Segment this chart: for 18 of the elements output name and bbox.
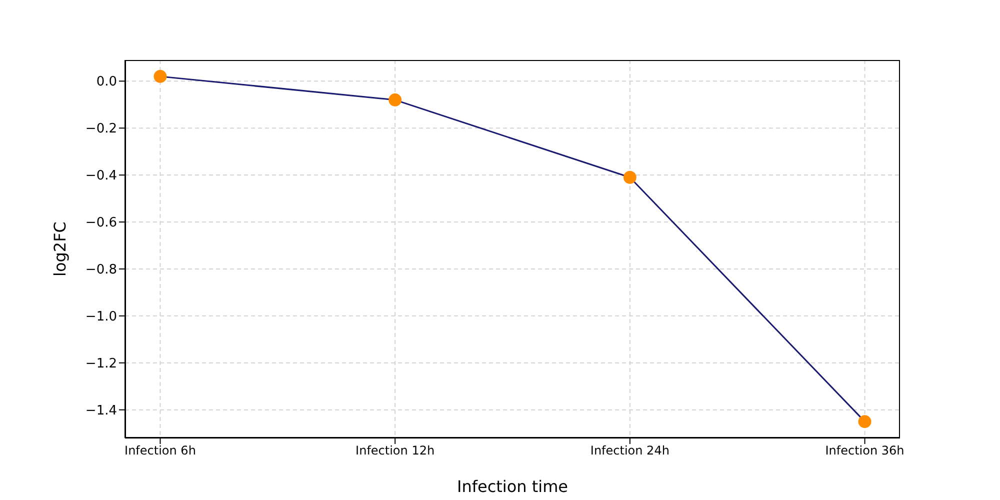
point: [388, 93, 402, 106]
point: [154, 70, 167, 83]
y-tick-label: −1.0: [85, 310, 117, 325]
y-tick-label: −0.2: [85, 122, 117, 137]
y-tick-label: 0.0: [96, 74, 117, 90]
y-tick-label: −1.2: [85, 356, 117, 372]
y-tick-label: −0.8: [85, 262, 117, 278]
x-tick-label: Infection 6h: [124, 444, 196, 458]
x-axis-title: Infection time: [456, 477, 568, 496]
y-axis-title: log2FC: [50, 222, 70, 276]
point: [623, 170, 636, 184]
y-tick-label: −0.6: [85, 216, 117, 231]
x-tick-label: Infection 12h: [356, 444, 435, 458]
x-tick-label: Infection 24h: [590, 444, 670, 458]
x-tick-label: Infection 36h: [825, 444, 904, 458]
y-tick-label: −1.4: [85, 403, 117, 418]
y-tick-label: −0.4: [85, 168, 117, 184]
point: [858, 415, 872, 428]
